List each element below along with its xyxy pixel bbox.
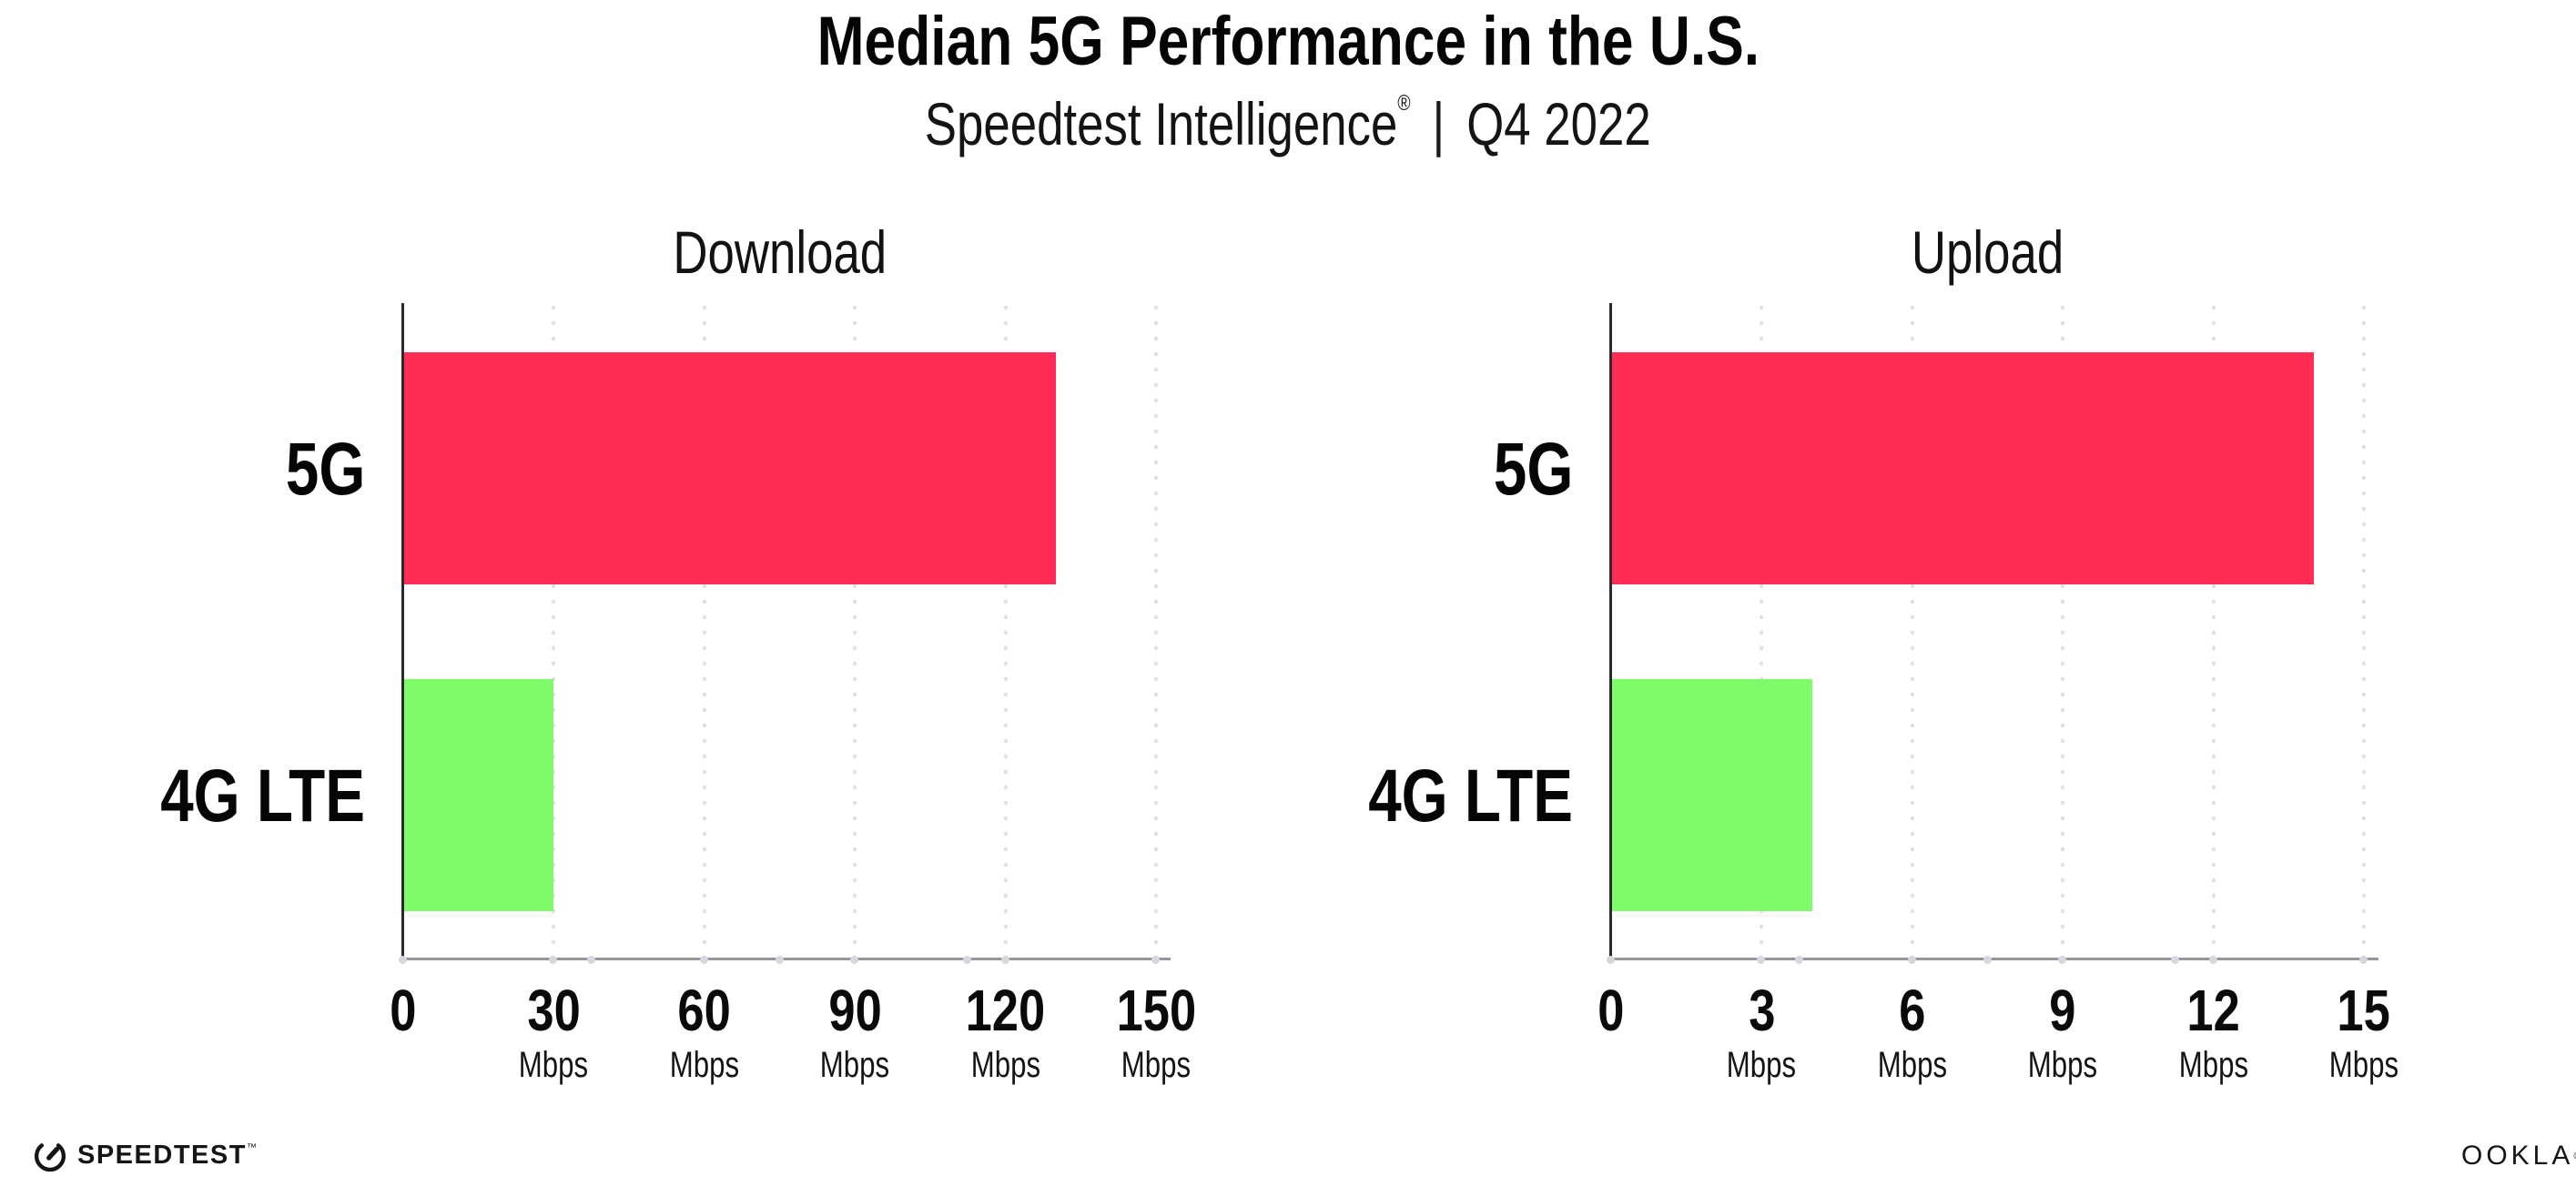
page-subtitle: Speedtest Intelligence® | Q4 2022 [0,91,2576,157]
gridline-90 [853,305,857,959]
axis-quarter-dot [586,956,595,964]
axis-quarter-dot [1983,956,1992,964]
upload-x-axis [1609,958,2378,960]
registered-trademark-icon: ® [2573,1151,2576,1161]
axis-tick-dot-90 [850,956,859,964]
x-tick-value: 60 [677,978,731,1043]
gridline-120 [1003,305,1008,959]
x-tick-90: 90 Mbps [773,981,937,1083]
category-label-4g-lte: 4G LTE [160,755,365,837]
trademark-icon: ™ [246,1141,259,1153]
bar-5g [1611,352,2314,584]
download-x-tick-labels: 0 30 Mbps 60 Mbps 90 Mbps 120 Mbps 150 Mbps [390,954,1195,1100]
axis-tick-dot-15 [2359,956,2368,964]
x-tick-value: 0 [1597,978,1625,1043]
download-chart-panel: Download 5G 4G LTE 0 30 Mbps 60 Mbps 90 Mbps 120… [160,218,1196,1083]
gridline-12 [2211,305,2216,959]
x-tick-0: 0 [321,981,485,1040]
page-title: Median 5G Performance in the U.S. [0,5,2576,78]
download-y-axis [401,303,404,960]
x-tick-60: 60 Mbps [623,981,786,1083]
x-tick-value: 150 [1116,978,1196,1043]
x-tick-value: 9 [2049,978,2076,1043]
x-tick-value: 12 [2186,978,2240,1043]
ookla-wordmark: OOKLA [2461,1141,2574,1171]
upload-x-tick-labels: 0 3 Mbps 6 Mbps 9 Mbps 12 Mbps 15 Mbps [1597,954,2399,1100]
x-tick-30: 30 Mbps [472,981,635,1083]
x-tick-6: 6 Mbps [1831,981,1994,1083]
gridline-3 [1760,305,1764,959]
upload-chart-panel: Upload 5G 4G LTE 0 3 Mbps 6 Mbps 9 Mbps 12 Mbps 15… [1368,218,2399,1083]
subtitle-period: Q4 2022 [1466,90,1652,157]
x-tick-unit: Mbps [1121,1045,1192,1085]
x-tick-0: 0 [1529,981,1693,1040]
axis-quarter-dot [963,956,972,964]
x-tick-unit: Mbps [1727,1045,1797,1085]
download-x-axis [401,958,1171,960]
ookla-logo: OOKLA® [2461,1141,2576,1172]
x-tick-unit: Mbps [1877,1045,1947,1085]
speedtest-wordmark: SPEEDTEST™ [77,1140,259,1170]
axis-tick-dot-3 [1757,956,1766,964]
subtitle-brand: Speedtest Intelligence [924,90,1398,157]
axis-quarter-dot [1794,956,1803,964]
x-tick-value: 15 [2337,978,2391,1043]
axis-tick-dot-9 [2058,956,2067,964]
x-tick-unit: Mbps [669,1045,739,1085]
bar-4g-lte [1611,679,1812,911]
upload-chart-title: Upload [1911,218,2064,286]
x-tick-unit: Mbps [2328,1045,2399,1085]
speedtest-gauge-icon [34,1143,66,1172]
gridline-15 [2362,305,2366,959]
x-tick-value: 90 [828,978,882,1043]
upload-y-axis [1609,303,1612,960]
x-tick-value: 0 [390,978,417,1043]
x-tick-unit: Mbps [2178,1045,2248,1085]
download-chart-title: Download [673,218,887,286]
gridline-6 [1910,305,1914,959]
page-title-text: Median 5G Performance in the U.S. [816,3,1760,80]
bar-4g-lte [403,679,554,911]
category-label-4g-lte: 4G LTE [1368,755,1573,837]
gridline-150 [1154,305,1158,959]
axis-quarter-dot [775,956,784,964]
x-tick-150: 150 Mbps [1074,981,1238,1083]
axis-tick-dot-0 [1607,956,1615,964]
x-tick-unit: Mbps [820,1045,890,1085]
x-tick-120: 120 Mbps [924,981,1088,1083]
x-tick-3: 3 Mbps [1679,981,1843,1083]
axis-tick-dot-30 [549,956,558,964]
gridline-9 [2061,305,2065,959]
gridline-60 [702,305,706,959]
axis-tick-dot-60 [699,956,708,964]
x-tick-value: 6 [1899,978,1926,1043]
subtitle-divider: | [1432,90,1445,157]
bar-5g [403,352,1056,584]
x-tick-unit: Mbps [519,1045,589,1085]
axis-tick-dot-150 [1151,956,1160,964]
category-label-5g: 5G [1493,428,1573,511]
x-tick-9: 9 Mbps [1981,981,2145,1083]
axis-tick-dot-0 [399,956,407,964]
axis-tick-dot-6 [1907,956,1916,964]
x-tick-value: 30 [527,978,581,1043]
speedtest-logo: SPEEDTEST™ [31,1136,258,1174]
x-tick-unit: Mbps [970,1045,1040,1085]
category-label-5g: 5G [285,428,365,511]
gridline-30 [552,305,556,959]
axis-quarter-dot [2171,956,2180,964]
x-tick-unit: Mbps [2028,1045,2098,1085]
axis-tick-dot-12 [2208,956,2217,964]
x-tick-value: 120 [965,978,1046,1043]
axis-tick-dot-120 [1000,956,1009,964]
registered-trademark-icon: ® [1397,91,1411,116]
x-tick-15: 15 Mbps [2282,981,2446,1083]
x-tick-12: 12 Mbps [2132,981,2296,1083]
x-tick-value: 3 [1748,978,1775,1043]
